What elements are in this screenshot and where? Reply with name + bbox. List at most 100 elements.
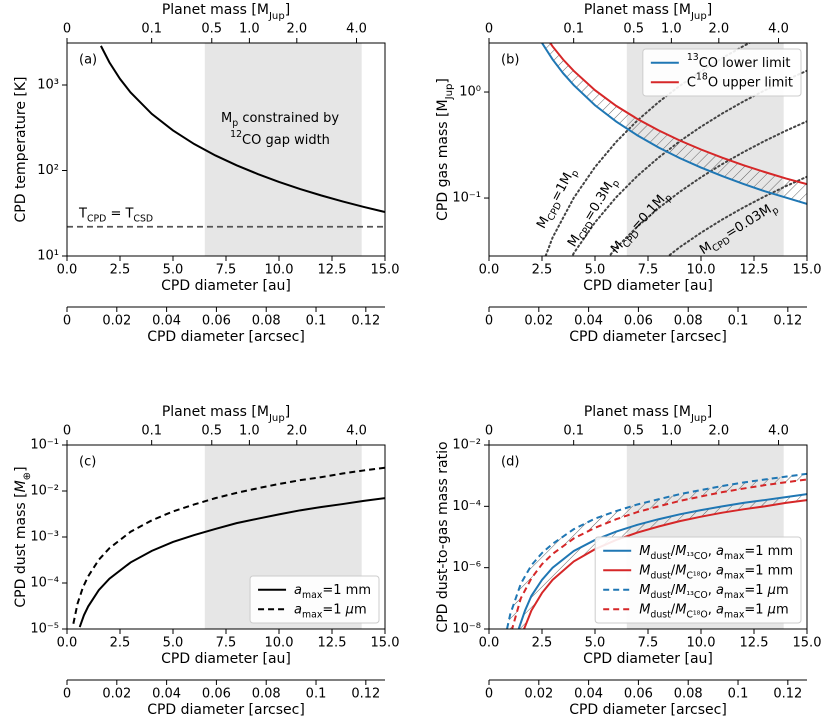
text-part: max: [302, 590, 323, 601]
legend-label: C18O upper limit: [687, 71, 793, 90]
text-part: a: [294, 582, 302, 597]
text-part: m: [776, 582, 789, 597]
x2-tick-label: 2.0: [286, 424, 307, 439]
x3-tick-label: 0.06: [202, 687, 231, 702]
text-part: /: [671, 582, 676, 597]
text-part: C¹⁸O: [686, 609, 707, 620]
x-axis-title: CPD diameter [au]: [583, 651, 713, 667]
text-part: p: [232, 118, 238, 129]
legend-box: [594, 536, 802, 624]
x-tick-label: 0.0: [57, 263, 78, 278]
x2-tick-label: 0.5: [623, 22, 644, 37]
text-part: O upper limit: [708, 75, 793, 90]
text-part: M: [675, 563, 686, 578]
text-part: ]: [435, 78, 451, 83]
text-part: M: [639, 563, 650, 578]
y-tick-label: 10⁻³: [30, 530, 59, 545]
text-part: Planet mass [M: [162, 404, 269, 420]
x-tick-label: 7.5: [638, 263, 659, 278]
text-part: =1 mm: [744, 563, 793, 578]
text-part: C¹⁸O: [686, 570, 707, 581]
text-part: =1 mm: [744, 543, 793, 558]
guide-line: [666, 175, 807, 256]
x-tick-label: 15.0: [371, 636, 400, 651]
y-axis-title: CPD temperature [K]: [13, 76, 29, 222]
x3-tick-label: 0.08: [674, 687, 703, 702]
x3-tick-label: 0: [485, 314, 493, 329]
x3-tick-label: 0.1: [306, 314, 327, 329]
x-tick-label: 2.5: [110, 636, 131, 651]
x-tick-label: 15.0: [793, 263, 822, 278]
text-part: CSD: [133, 214, 153, 225]
y-tick-label: 10⁰: [459, 85, 481, 100]
x-tick-label: 5.0: [585, 636, 606, 651]
text-part: M: [675, 543, 686, 558]
text-part: m: [354, 602, 367, 617]
text-part: /: [671, 602, 676, 617]
x2-tick-label: 1.0: [239, 22, 260, 37]
hatch-band: [518, 494, 807, 629]
text-part: Jup: [444, 84, 455, 101]
text-part: ]: [285, 2, 290, 18]
text-part: dust: [650, 590, 671, 601]
text-part: 12: [230, 129, 242, 140]
text-part: M: [675, 602, 686, 617]
text-part: M: [639, 602, 650, 617]
x3-tick-label: 0.02: [524, 687, 553, 702]
x-tick-label: 0.0: [479, 263, 500, 278]
x2-tick-label: 0.5: [201, 424, 222, 439]
legend-label: Mdust/M¹³CO, amax=1 μm: [639, 582, 788, 601]
x-tick-label: 2.5: [110, 263, 131, 278]
y-tick-label: 10⁻⁵: [30, 622, 59, 637]
text-part: p: [770, 205, 781, 218]
x3-tick-label: 0.08: [252, 687, 281, 702]
x-tick-label: 12.5: [318, 636, 347, 651]
x2-tick-label: 0.1: [141, 424, 162, 439]
text-part: ]: [707, 2, 712, 18]
y-axis-title: CPD dust-to-gas mass ratio: [435, 441, 451, 632]
series-line: [100, 45, 385, 213]
text-part: Jup: [690, 413, 707, 424]
x3-tick-label: 0: [63, 687, 71, 702]
text-part: ]: [707, 404, 712, 420]
x3-tick-label: 0.06: [624, 314, 653, 329]
hatch-band: [542, 43, 807, 204]
y-tick-label: 10⁻⁴: [30, 576, 59, 591]
x-tick-label: 2.5: [532, 263, 553, 278]
x2-tick-label: 4.0: [768, 424, 789, 439]
text-part: /: [671, 543, 676, 558]
x-tick-label: 5.0: [585, 263, 606, 278]
text-part: CO gap width: [242, 133, 330, 148]
text-part: a: [294, 602, 302, 617]
legend-label: Mdust/M¹³CO, amax=1 mm: [639, 543, 793, 562]
x3-tick-label: 0.12: [351, 687, 380, 702]
x-tick-label: 0.0: [57, 636, 78, 651]
x2-tick-label: 4.0: [346, 22, 367, 37]
text-part: M: [13, 480, 29, 492]
x3-tick-label: 0.12: [773, 687, 802, 702]
text-part: M: [639, 543, 650, 558]
y-tick-label: 10⁻¹: [452, 191, 481, 206]
text-part: Planet mass [M: [584, 2, 691, 18]
text-part: max: [724, 551, 745, 562]
x3-tick-label: 0.12: [773, 314, 802, 329]
x-tick-label: 15.0: [371, 263, 400, 278]
series-line: [522, 499, 807, 629]
text-part: 13: [687, 52, 699, 63]
text-part: M: [675, 582, 686, 597]
x2-tick-label: 2.0: [708, 424, 729, 439]
x-tick-label: 10.0: [687, 636, 716, 651]
x3-tick-label: 0.04: [574, 687, 603, 702]
text-part: =1: [322, 602, 345, 617]
x2-tick-label: 0.5: [201, 22, 222, 37]
text-part: ¹³CO: [686, 551, 707, 562]
text-part: dust: [650, 609, 671, 620]
x3-tick-label: 0.02: [102, 314, 131, 329]
panel: 10⁻⁵ 10⁻⁴ 10⁻³ 10⁻² 10⁻¹ 0.0 2.5 5.0 7.5 10.0 12.5…: [13, 404, 399, 718]
text-part: = T: [106, 206, 133, 221]
text-part: Jup: [690, 11, 707, 22]
x2-tick-label: 0.1: [563, 22, 584, 37]
x3-axis-title: CPD diameter [arcsec]: [569, 329, 727, 345]
hatch-band: [507, 473, 807, 629]
